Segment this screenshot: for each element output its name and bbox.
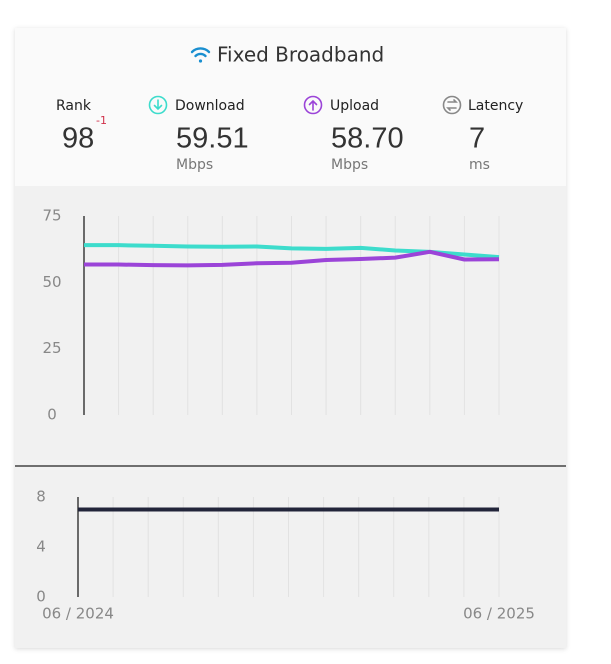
stat-value: 58.70	[331, 123, 404, 155]
y-tick-label: 75	[42, 207, 61, 225]
y-tick-label: 0	[47, 406, 57, 424]
rank-change: -1	[96, 114, 107, 127]
card-header	[15, 28, 566, 186]
y-tick-label: 8	[36, 488, 46, 506]
series-line	[84, 249, 500, 268]
y-tick-label: 4	[36, 538, 46, 556]
upload-icon	[303, 95, 323, 115]
stat-unit: ms	[469, 157, 490, 173]
stat-value: 59.51	[176, 123, 249, 155]
stat-label: Upload	[330, 98, 379, 114]
stat-unit: Mbps	[331, 157, 368, 173]
stat-value: 98	[62, 123, 94, 155]
y-tick-label: 25	[42, 339, 61, 357]
y-tick-label: 0	[36, 588, 46, 606]
header-title: Fixed Broadband	[217, 43, 384, 67]
x-tick-label: 06 / 2024	[42, 605, 114, 623]
wifi-icon	[190, 47, 211, 63]
stat-label: Download	[175, 98, 245, 114]
stat-label: Latency	[468, 98, 523, 114]
stat-value: 7	[469, 123, 485, 155]
latency-icon	[442, 95, 462, 115]
stat-label: Rank	[56, 98, 92, 114]
download-icon	[148, 95, 168, 115]
x-tick-label: 06 / 2025	[463, 605, 535, 623]
stat-unit: Mbps	[176, 157, 213, 173]
y-tick-label: 50	[42, 273, 61, 291]
